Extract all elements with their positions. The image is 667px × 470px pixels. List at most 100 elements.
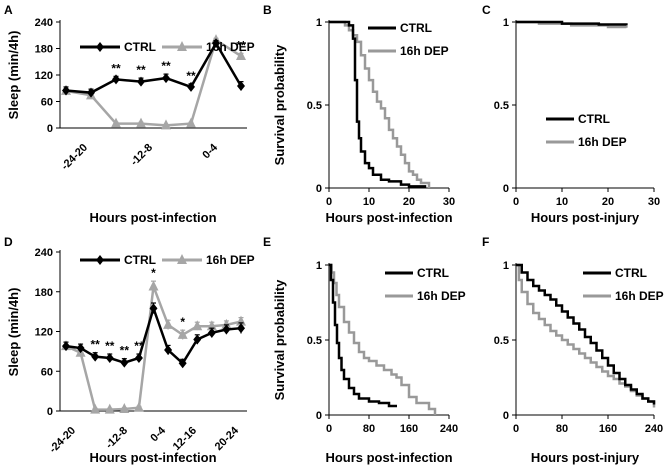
legend-marker <box>177 254 187 264</box>
data-point-16h-dep <box>221 318 232 329</box>
data-point-16h-dep <box>111 117 121 128</box>
data-point-ctrl <box>91 351 100 362</box>
panel-d-sleep-chart: 0 60 120 180 240 -24-20 -12-8 0-4 12-16 20-24 Slee… <box>6 247 255 465</box>
y-tick-label: 0.5 <box>494 100 509 112</box>
x-tick-label: 30 <box>443 196 455 208</box>
x-axis-label: Hours post-infection <box>89 210 216 225</box>
y-axis-label: Survival probability <box>272 44 287 165</box>
x-tick-label: 0 <box>513 423 519 435</box>
significance-marker: ** <box>120 344 130 358</box>
survival-curve-16h-dep <box>329 263 437 415</box>
significance-marker: * <box>151 266 156 280</box>
x-tick-label: 20 <box>403 196 415 208</box>
legend-label: 16h DEP <box>400 44 449 58</box>
legend-label: CTRL <box>124 253 156 267</box>
x-tick-label: 0 <box>513 196 519 208</box>
data-point-ctrl <box>87 87 95 98</box>
y-tick-label: 0 <box>503 410 509 422</box>
panel-label-f: F <box>482 235 489 249</box>
data-point-ctrl <box>149 303 158 314</box>
y-tick-label: 0 <box>47 123 53 135</box>
y-tick-label: 240 <box>35 17 53 29</box>
x-tick-label: 0 <box>326 196 332 208</box>
data-point-ctrl <box>193 334 202 345</box>
legend-label: CTRL <box>417 266 449 280</box>
y-tick-label: 0 <box>316 410 322 422</box>
significance-marker: ** <box>186 69 196 83</box>
legend-label: 16h DEP <box>615 289 664 303</box>
survival-curve-ctrl <box>516 20 628 26</box>
data-point-16h-dep <box>133 401 144 412</box>
x-tick-label: 10 <box>363 196 375 208</box>
y-tick-label: 1 <box>316 260 322 272</box>
panel-f-survival-chart: 0 0.5 1 0 80 160 240 Hours post-injury CTRL 16h D… <box>494 260 664 465</box>
x-tick-label: 0 <box>326 423 332 435</box>
survival-curve-ctrl <box>329 263 397 408</box>
x-tick-label: 240 <box>645 423 663 435</box>
panel-e-survival-chart: 0 0.5 1 0 80 160 240 Survival probability Hours … <box>272 260 466 465</box>
data-point-ctrl <box>62 341 70 352</box>
x-tick-label: 10 <box>556 196 568 208</box>
y-axis-label: Sleep (min/4h) <box>6 288 21 377</box>
data-point-16h-dep <box>136 117 146 128</box>
significance-marker: ** <box>161 59 171 73</box>
legend-label: CTRL <box>615 266 647 280</box>
data-point-16h-dep <box>192 320 203 331</box>
y-tick-label: 0.5 <box>494 335 509 347</box>
x-tick-label: -12-8 <box>103 425 130 452</box>
y-tick-label: 0.5 <box>307 100 322 112</box>
panel-label-b: B <box>263 3 272 17</box>
survival-curve-ctrl <box>516 263 656 405</box>
legend-label: CTRL <box>400 21 432 35</box>
y-tick-label: 60 <box>41 97 53 109</box>
legend-marker <box>177 41 187 51</box>
x-tick-label: 80 <box>556 423 568 435</box>
y-tick-label: 0 <box>47 406 53 418</box>
x-axis-label: Hours post-infection <box>325 450 452 465</box>
significance-marker: ** <box>90 338 100 352</box>
data-point-ctrl <box>222 324 231 335</box>
x-tick-label: 80 <box>363 423 375 435</box>
y-tick-label: 60 <box>41 366 53 378</box>
legend-label: 16h DEP <box>578 135 627 149</box>
data-point-16h-dep <box>119 403 130 414</box>
data-point-ctrl <box>120 357 129 368</box>
y-tick-label: 0 <box>316 183 322 195</box>
legend-marker <box>96 255 104 265</box>
x-tick-label: 160 <box>599 423 617 435</box>
y-tick-label: 180 <box>35 287 53 299</box>
data-point-ctrl <box>187 81 195 92</box>
y-tick-label: 120 <box>35 327 53 339</box>
x-tick-label: 240 <box>440 423 458 435</box>
series-line-16h-dep <box>65 38 242 127</box>
x-tick-label: 160 <box>400 423 418 435</box>
data-point-16h-dep <box>90 403 101 414</box>
x-tick-label: 0-4 <box>200 141 220 161</box>
x-tick-label: 0-4 <box>148 424 168 444</box>
data-point-ctrl <box>212 38 220 49</box>
legend-label: CTRL <box>124 40 156 54</box>
significance-marker: ** <box>105 339 115 353</box>
y-tick-label: 0 <box>503 183 509 195</box>
panel-label-a: A <box>4 3 13 17</box>
data-point-ctrl <box>207 327 216 338</box>
x-tick-label: 20 <box>602 196 614 208</box>
data-point-ctrl <box>76 343 85 354</box>
x-tick-label: -24-20 <box>47 425 78 456</box>
panel-label-d: D <box>4 235 13 249</box>
survival-curve-ctrl <box>329 20 427 188</box>
data-point-ctrl <box>178 358 187 369</box>
y-tick-label: 0.5 <box>307 335 322 347</box>
legend-label: 16h DEP <box>417 289 466 303</box>
y-tick-label: 1 <box>503 17 509 29</box>
x-axis-label: Hours post-infection <box>325 210 452 225</box>
significance-marker: ** <box>136 63 146 77</box>
y-tick-label: 240 <box>35 247 53 259</box>
data-point-16h-dep <box>177 328 188 339</box>
legend-label: 16h DEP <box>206 40 255 54</box>
data-point-ctrl <box>112 74 120 85</box>
significance-marker: ** <box>111 61 121 75</box>
data-point-ctrl <box>237 323 245 334</box>
